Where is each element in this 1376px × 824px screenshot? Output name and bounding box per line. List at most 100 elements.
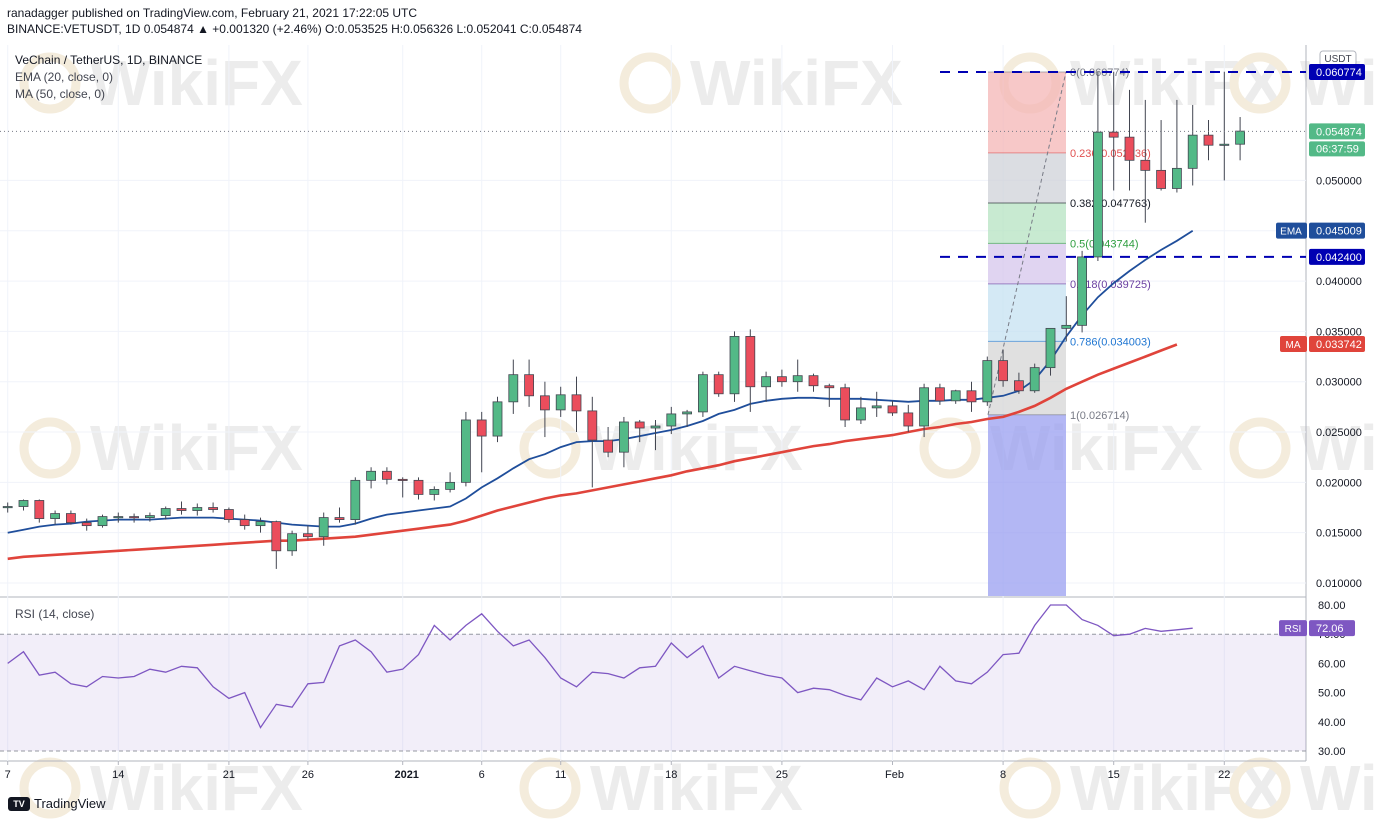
candle bbox=[476, 411, 487, 473]
fib-label-0.5: 0.5(0.043744) bbox=[1070, 238, 1139, 250]
watermark-text: WikiFX bbox=[690, 47, 903, 119]
candle bbox=[50, 510, 60, 525]
candle-body bbox=[571, 394, 582, 412]
time-tick-label: 15 bbox=[1108, 769, 1120, 781]
candle bbox=[729, 331, 740, 402]
candle bbox=[176, 501, 187, 515]
candle bbox=[192, 503, 203, 516]
candle-body bbox=[34, 500, 45, 519]
candle bbox=[935, 383, 945, 405]
watermark-logo-icon bbox=[519, 417, 581, 479]
candle bbox=[129, 513, 140, 523]
candle-body bbox=[919, 387, 929, 427]
rsi-tick-label: 40.00 bbox=[1318, 717, 1346, 729]
rsi-name-tag bbox=[1279, 620, 1307, 637]
candle bbox=[271, 520, 282, 569]
watermark-logo-icon bbox=[619, 52, 681, 114]
candle-body bbox=[476, 419, 487, 437]
level-1-tag bbox=[1309, 248, 1365, 265]
watermark-text: WikiFX bbox=[1300, 752, 1376, 824]
time-tick-label: 22 bbox=[1218, 769, 1230, 781]
candle bbox=[824, 383, 835, 407]
candle bbox=[34, 499, 45, 523]
last-price-tag-label: 0.054874 bbox=[1316, 126, 1362, 138]
fib-label-0.786: 0.786(0.034003) bbox=[1070, 336, 1151, 348]
rsi-legend: RSI (14, close) bbox=[15, 607, 95, 621]
watermark-text: WikiFX bbox=[590, 752, 803, 824]
watermark-logo-icon bbox=[919, 417, 981, 479]
candle bbox=[808, 373, 819, 392]
price-tick-label: 0.030000 bbox=[1316, 377, 1362, 389]
candle-body bbox=[1140, 159, 1151, 171]
time-tick-label: 6 bbox=[479, 769, 485, 781]
ma-legend: MA (50, close, 0) bbox=[15, 87, 106, 101]
candle-body bbox=[1172, 167, 1182, 189]
candle-body bbox=[1029, 367, 1040, 392]
tradingview-footer[interactable]: TV TradingView bbox=[8, 796, 106, 811]
candle-body bbox=[792, 375, 803, 383]
candle-body bbox=[1045, 327, 1056, 369]
ema-name-tag bbox=[1276, 222, 1307, 239]
ma-name-tag bbox=[1280, 336, 1307, 353]
candle bbox=[1014, 372, 1024, 394]
symbol-ohlc-line: BINANCE:VETUSDT, 1D 0.054874 ▲ +0.001320… bbox=[7, 22, 582, 36]
candle-body bbox=[381, 470, 392, 480]
rsi-tick-label: 30.00 bbox=[1318, 746, 1346, 758]
currency-label: USDT bbox=[1324, 54, 1351, 65]
candle bbox=[223, 507, 234, 523]
time-tick-label: 8 bbox=[1000, 769, 1006, 781]
candle-body bbox=[460, 419, 471, 483]
candle-body bbox=[97, 516, 108, 527]
level-0-tag bbox=[1309, 64, 1365, 80]
candle-body bbox=[966, 390, 977, 403]
price-tick-label: 0.010000 bbox=[1316, 578, 1362, 590]
candle bbox=[66, 510, 76, 525]
fib-label-0: 0(0.060774) bbox=[1070, 67, 1129, 79]
candle-body bbox=[777, 376, 787, 383]
watermark-logo-icon bbox=[19, 52, 81, 114]
candle bbox=[366, 467, 377, 489]
candle-body bbox=[334, 517, 345, 520]
last-price-tag bbox=[1309, 123, 1365, 140]
candle-body bbox=[682, 411, 692, 415]
watermark-text: WikiFX bbox=[90, 752, 303, 824]
candle-body bbox=[603, 439, 613, 453]
candle-body bbox=[540, 395, 550, 411]
candle-body bbox=[1124, 136, 1135, 161]
time-tick-label: 7 bbox=[5, 769, 11, 781]
rsi-line bbox=[7, 604, 1193, 729]
fib-label-0.236: 0.236(0.052736) bbox=[1070, 148, 1151, 160]
candle-body bbox=[350, 479, 361, 520]
tradingview-brand: TradingView bbox=[34, 796, 106, 811]
rsi-tick-label: 60.00 bbox=[1318, 658, 1346, 670]
candle bbox=[239, 514, 250, 530]
candle bbox=[255, 517, 266, 533]
rsi-name-label: RSI bbox=[1285, 624, 1302, 635]
candle bbox=[81, 518, 92, 531]
fib-label-0.618: 0.618(0.039725) bbox=[1070, 279, 1151, 291]
candle-body bbox=[824, 385, 835, 389]
candle bbox=[950, 389, 961, 404]
time-tick-label: 25 bbox=[776, 769, 788, 781]
candle-body bbox=[366, 470, 377, 481]
candle bbox=[966, 381, 977, 412]
candle bbox=[1045, 327, 1056, 376]
candle bbox=[571, 376, 582, 433]
rsi-tick-label: 80.00 bbox=[1318, 600, 1346, 612]
time-tick-label: 21 bbox=[223, 769, 235, 781]
fib-label-0.382: 0.382(0.047763) bbox=[1070, 198, 1151, 210]
candle bbox=[429, 486, 440, 501]
publish-line: ranadagger published on TradingView.com,… bbox=[7, 6, 418, 20]
candle bbox=[998, 349, 1008, 387]
rsi-band bbox=[0, 634, 1306, 751]
candle bbox=[492, 396, 503, 443]
ma-price-tag bbox=[1309, 336, 1365, 353]
candle bbox=[1219, 71, 1230, 181]
ema-price-tag-label: 0.045009 bbox=[1316, 226, 1362, 238]
candle-body bbox=[745, 336, 756, 388]
candle bbox=[113, 512, 124, 523]
candle bbox=[2, 502, 13, 513]
candle bbox=[1061, 296, 1072, 342]
candle-body bbox=[1108, 131, 1119, 138]
